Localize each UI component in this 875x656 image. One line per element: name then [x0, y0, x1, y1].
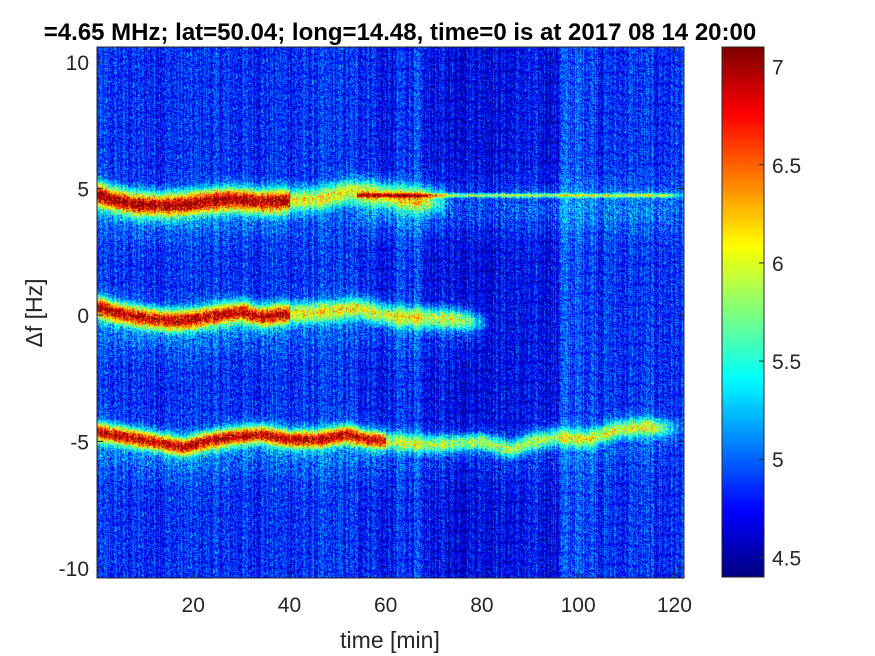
colorbar-tick-label: 7 — [772, 57, 784, 80]
chart-title: =4.65 MHz; lat=50.04; long=14.48, time=0… — [44, 19, 756, 46]
x-axis-ticks: 20 40 60 80 100 120 — [182, 47, 692, 617]
colorbar-tick-label: 4.5 — [772, 547, 801, 570]
x-tick-label: 60 — [374, 594, 397, 617]
heatmap-container — [97, 47, 684, 578]
x-tick-label: 40 — [278, 594, 301, 617]
x-tick-label: 100 — [561, 594, 596, 617]
y-tick-label: 5 — [77, 179, 89, 202]
colorbar-frame — [721, 46, 765, 578]
y-tick-label: 10 — [66, 52, 89, 75]
plot-area: 20 40 60 80 100 120 -10 -5 0 5 10 — [59, 46, 692, 617]
colorbar-tick-label: 6 — [772, 253, 784, 276]
colorbar-tick-label: 6.5 — [772, 155, 801, 178]
x-tick-label: 80 — [470, 594, 493, 617]
y-tick-label: -5 — [70, 431, 89, 454]
y-tick-label: 0 — [77, 305, 89, 328]
colorbar: 4.5 5 5.5 6 6.5 7 — [721, 46, 801, 578]
x-axis-label: time [min] — [340, 627, 440, 653]
colorbar-ticks: 4.5 5 5.5 6 6.5 7 — [759, 57, 801, 570]
colorbar-tick-label: 5 — [772, 449, 784, 472]
colorbar-container — [722, 47, 764, 577]
y-axis-ticks: -10 -5 0 5 10 — [59, 52, 684, 581]
colorbar-tick-label: 5.5 — [772, 351, 801, 374]
colorbar-canvas — [722, 47, 764, 577]
x-tick-label: 20 — [182, 594, 205, 617]
x-tick-label: 120 — [657, 594, 692, 617]
y-axis-label: Δf [Hz] — [21, 278, 47, 347]
plot-frame — [96, 46, 685, 579]
heatmap-canvas — [97, 47, 684, 578]
y-tick-label: -10 — [59, 558, 89, 581]
